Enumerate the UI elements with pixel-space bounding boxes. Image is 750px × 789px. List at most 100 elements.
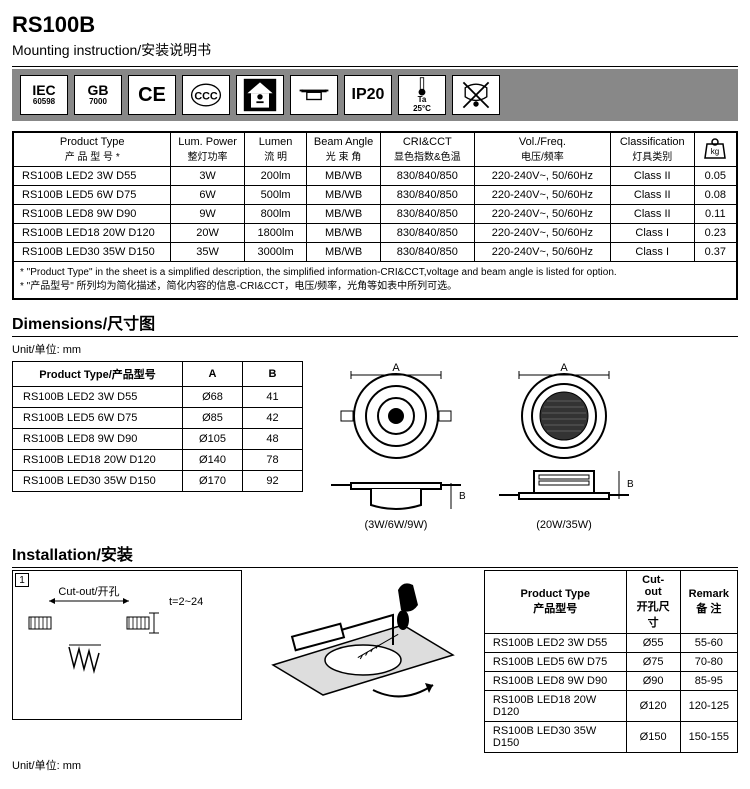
cell-type: RS100B LED30 35W D150	[14, 243, 171, 262]
cell-type: RS100B LED2 3W D55	[13, 387, 183, 408]
diagram-caption-1: (3W/6W/9W)	[365, 519, 428, 531]
divider	[12, 66, 738, 67]
product-title: RS100B	[12, 12, 738, 38]
dim-row: RS100B LED2 3W D55Ø6841	[13, 387, 303, 408]
cell-type: RS100B LED5 6W D75	[13, 408, 183, 429]
step-number: 1	[15, 573, 29, 587]
downlight-icon	[296, 77, 332, 113]
cell-a: Ø140	[183, 450, 243, 471]
cell-remark: 55-60	[680, 634, 737, 653]
dim-hdr-b: B	[243, 362, 303, 387]
cell-power: 20W	[171, 224, 244, 243]
certification-icon-bar: IEC 60598 GB 7000 CE CCC IP20	[12, 69, 738, 121]
ccc-badge: CCC	[182, 75, 230, 115]
spec-row: RS100B LED5 6W D756W500lmMB/WB830/840/85…	[14, 186, 736, 205]
iec-badge: IEC 60598	[20, 75, 68, 115]
install-row: RS100B LED5 6W D75Ø7570-80	[484, 653, 737, 672]
cell-beam: MB/WB	[307, 224, 380, 243]
cell-cri: 830/840/850	[380, 186, 474, 205]
diagram-large: A B (20W/35W)	[489, 361, 639, 531]
cell-b: 42	[243, 408, 303, 429]
installation-table: Product Type产品型号 Cut-out开孔尺寸 Remark备 注 R…	[484, 570, 738, 753]
cell-type: RS100B LED30 35W D150	[13, 471, 183, 492]
cell-type: RS100B LED18 20W D120	[13, 450, 183, 471]
cell-kg: 0.11	[694, 205, 736, 224]
cutout-label: Cut-out/开孔	[58, 585, 119, 598]
hdr-beam-en: Beam Angle	[311, 136, 375, 148]
cell-vol: 220-240V~, 50/60Hz	[474, 205, 610, 224]
footnote-cn: * "产品型号" 所列均为简化描述，简化内容的信息-CRI&CCT，电压/频率，…	[20, 280, 730, 294]
cell-cri: 830/840/850	[380, 167, 474, 186]
ta-value: 25°C	[413, 105, 431, 114]
cell-a: Ø105	[183, 429, 243, 450]
cell-type: RS100B LED8 9W D90	[484, 672, 626, 691]
svg-text:CCC: CCC	[194, 91, 218, 103]
no-cover-badge	[452, 75, 500, 115]
cell-lumen: 800lm	[244, 205, 307, 224]
dim-row: RS100B LED18 20W D120Ø14078	[13, 450, 303, 471]
dim-row: RS100B LED8 9W D90Ø10548	[13, 429, 303, 450]
inst-hdr-type-cn: 产品型号	[493, 600, 618, 616]
spec-footnote: * "Product Type" in the sheet is a simpl…	[14, 262, 736, 298]
spec-table: Product Type产 品 型 号 * Lum. Power整灯功率 Lum…	[14, 133, 736, 262]
inst-hdr-cutout-cn: 开孔尺寸	[635, 598, 672, 630]
cell-a: Ø68	[183, 387, 243, 408]
hdr-vol-en: Vol./Freq.	[479, 136, 606, 148]
hdr-type-en: Product Type	[18, 136, 166, 148]
no-cover-icon	[458, 77, 494, 113]
ip-badge: IP20	[344, 75, 392, 115]
cell-power: 9W	[171, 205, 244, 224]
downlight-top-large-icon: A	[489, 361, 639, 461]
hdr-cri-en: CRI&CCT	[385, 136, 470, 148]
downlight-side-small-icon: B	[321, 465, 471, 515]
install-row: RS100B LED30 35W D150Ø150150-155	[484, 722, 737, 753]
cell-b: 78	[243, 450, 303, 471]
cell-class: Class II	[610, 167, 694, 186]
dim-row: RS100B LED30 35W D150Ø17092	[13, 471, 303, 492]
spec-header-row: Product Type产 品 型 号 * Lum. Power整灯功率 Lum…	[14, 133, 736, 167]
cutout-diagram-icon: Cut-out/开孔 t=2~24	[19, 577, 235, 713]
cell-cri: 830/840/850	[380, 205, 474, 224]
cell-cri: 830/840/850	[380, 224, 474, 243]
gb-label: GB	[88, 83, 109, 98]
hdr-lumen-cn: 流 明	[249, 148, 303, 163]
cell-beam: MB/WB	[307, 205, 380, 224]
cell-power: 3W	[171, 167, 244, 186]
thermometer-icon	[415, 76, 429, 96]
diagram-small: A B (3W/6W/9W)	[321, 361, 471, 531]
cell-cutout: Ø150	[626, 722, 680, 753]
cell-lumen: 500lm	[244, 186, 307, 205]
cell-type: RS100B LED8 9W D90	[13, 429, 183, 450]
installation-title: Installation/安装	[12, 541, 738, 565]
installation-unit: Unit/单位: mm	[12, 757, 738, 773]
cell-type: RS100B LED5 6W D75	[14, 186, 171, 205]
divider	[12, 336, 738, 337]
cell-b: 92	[243, 471, 303, 492]
dim-a-label1: A	[392, 362, 400, 374]
spec-row: RS100B LED18 20W D12020W1800lmMB/WB830/8…	[14, 224, 736, 243]
cell-type: RS100B LED8 9W D90	[14, 205, 171, 224]
dimensions-title: Dimensions/尺寸图	[12, 310, 738, 334]
cell-vol: 220-240V~, 50/60Hz	[474, 167, 610, 186]
cell-b: 48	[243, 429, 303, 450]
cell-kg: 0.08	[694, 186, 736, 205]
dim-hdr-type: Product Type/产品型号	[13, 362, 183, 387]
install-step-1: 1 Cut-out/开孔 t=2~24	[12, 570, 242, 720]
installation-row: 1 Cut-out/开孔 t=2~24	[12, 570, 738, 753]
dim-b-label2: B	[627, 479, 634, 490]
cell-cutout: Ø120	[626, 691, 680, 722]
inst-hdr-remark-cn: 备 注	[689, 600, 729, 616]
diagram-caption-2: (20W/35W)	[536, 519, 592, 531]
weight-icon: kg	[703, 136, 727, 160]
install-row: RS100B LED2 3W D55Ø5555-60	[484, 634, 737, 653]
hdr-type-cn: 产 品 型 号 *	[18, 148, 166, 163]
cell-vol: 220-240V~, 50/60Hz	[474, 186, 610, 205]
cell-type: RS100B LED30 35W D150	[484, 722, 626, 753]
document-header: RS100B Mounting instruction/安装说明书	[12, 12, 738, 60]
cell-class: Class II	[610, 186, 694, 205]
saw-cut-icon	[253, 575, 473, 715]
downlight-badge	[290, 75, 338, 115]
ccc-icon: CCC	[188, 77, 224, 113]
cell-vol: 220-240V~, 50/60Hz	[474, 224, 610, 243]
ce-badge: CE	[128, 75, 176, 115]
